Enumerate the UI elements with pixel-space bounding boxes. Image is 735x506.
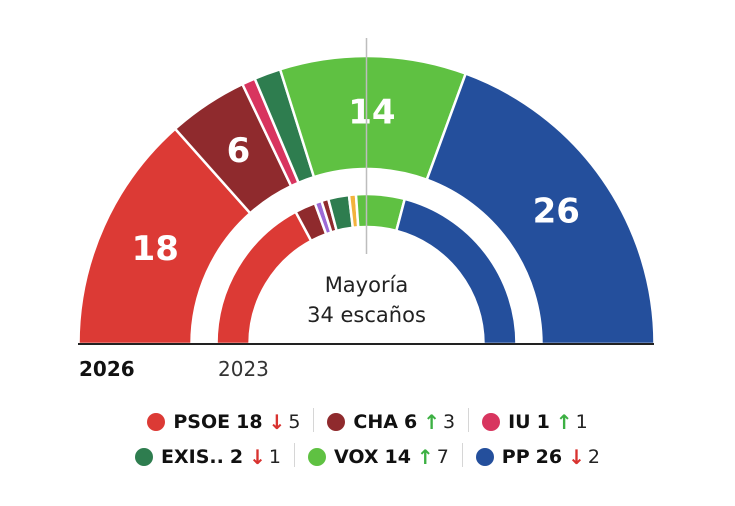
legend-seat-change: 1	[268, 446, 281, 468]
arrow-up-icon: ↑	[423, 410, 440, 434]
legend-row: PSOE 18 ↓ 5 CHA 6 ↑ 3 IU 1 ↑ 1	[0, 408, 735, 436]
legend-seats: 18	[236, 411, 263, 433]
seat-label-psoe: 18	[132, 229, 179, 269]
seat-labels: 18 6 14 26	[132, 93, 580, 270]
majority-seats-label: 34 escaños	[307, 303, 426, 327]
arrow-down-icon: ↓	[249, 445, 266, 469]
legend-item-psoe: PSOE 18 ↓ 5	[134, 408, 313, 436]
legend-seat-change: 7	[436, 446, 449, 468]
legend-item-cha: CHA 6 ↑ 3	[314, 408, 468, 436]
legend-dot-psoe	[147, 413, 166, 431]
seat-label-pp: 26	[533, 192, 580, 232]
legend-seats: 26	[535, 446, 563, 468]
arrow-up-icon: ↑	[416, 445, 434, 469]
legend-seat-change: 2	[587, 446, 600, 468]
legend-seats: 1	[536, 411, 550, 433]
legend-item-exis: EXIS.. 2 ↓ 1	[122, 443, 294, 471]
outer-ring-2026	[77, 54, 656, 346]
arrow-down-icon: ↓	[568, 445, 585, 469]
legend-seat-change: 1	[575, 411, 588, 433]
hemicycle-chart: 18 6 14 26 Mayoría 34 escaños	[77, 38, 656, 346]
legend-party-name: PP	[501, 446, 530, 468]
legend-seats: 2	[229, 446, 244, 468]
legend-dot-vox	[307, 448, 326, 466]
legend-separator	[313, 408, 315, 432]
legend-party-name: IU	[508, 411, 531, 433]
legend-seat-change: 3	[442, 411, 456, 433]
inner-ring-2023	[215, 192, 518, 346]
legend-party-name: PSOE	[173, 411, 231, 433]
legend-seats: 14	[384, 446, 411, 468]
legend-separator	[468, 408, 470, 432]
year-current-label: 2026	[79, 357, 135, 381]
segment-2026-pp	[425, 72, 656, 346]
seat-label-vox: 14	[348, 93, 395, 133]
legend-separator	[461, 443, 463, 467]
legend-row: EXIS.. 2 ↓ 1 VOX 14 ↑ 7 PP 26 ↓ 2	[0, 443, 735, 471]
majority-label: Mayoría	[325, 273, 409, 297]
arrow-down-icon: ↓	[268, 410, 286, 434]
arrow-up-icon: ↑	[555, 410, 573, 434]
legend-party-name: VOX	[333, 446, 379, 468]
legend-separator	[293, 443, 295, 467]
legend-item-iu: IU 1 ↑ 1	[469, 408, 601, 436]
legend-item-pp: PP 26 ↓ 2	[463, 443, 613, 471]
year-previous-label: 2023	[218, 357, 269, 381]
legend-dot-cha	[327, 413, 346, 431]
legend-party-name: CHA	[353, 411, 398, 433]
legend-party-name: EXIS..	[161, 446, 224, 468]
legend-dot-pp	[475, 448, 494, 466]
seat-label-cha: 6	[227, 131, 251, 171]
legend-seat-change: 5	[288, 411, 301, 433]
legend-item-vox: VOX 14 ↑ 7	[295, 443, 462, 471]
legend-seats: 6	[403, 411, 418, 433]
legend-dot-iu	[482, 413, 501, 431]
legend-dot-exis	[135, 448, 154, 466]
